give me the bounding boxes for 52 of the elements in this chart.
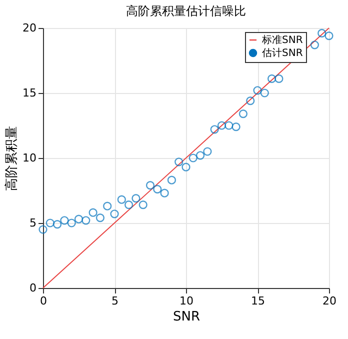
point — [224, 121, 234, 130]
point — [153, 184, 162, 194]
point — [260, 88, 269, 98]
point — [274, 74, 284, 83]
point — [167, 176, 176, 184]
point — [74, 214, 84, 224]
point — [138, 200, 148, 210]
x-tick-label: 5 — [112, 294, 118, 308]
point — [38, 225, 48, 234]
point — [82, 216, 90, 225]
legend-label: 估计SNR — [262, 47, 303, 59]
y-tick-label: 10 — [22, 152, 36, 164]
point — [146, 181, 155, 190]
point — [182, 162, 190, 172]
point — [196, 151, 205, 160]
x-tick-label: 15 — [251, 294, 265, 308]
point — [188, 154, 198, 162]
point — [217, 121, 226, 130]
point — [318, 28, 326, 38]
chart-title: 高阶累积量估计信噪比 — [126, 4, 246, 18]
point — [60, 216, 69, 225]
legend-label: 标准SNR — [261, 34, 303, 46]
point — [203, 147, 212, 156]
y-tick-label: 0 — [30, 282, 36, 294]
point — [160, 188, 169, 198]
point — [210, 125, 219, 134]
point — [267, 74, 276, 83]
point — [124, 200, 134, 210]
point — [52, 220, 62, 229]
point — [310, 40, 320, 50]
point — [103, 202, 112, 210]
point — [324, 32, 334, 40]
point — [232, 122, 240, 132]
y-tick-label: 5 — [30, 216, 36, 230]
y-tick-label: 20 — [22, 22, 36, 34]
point — [117, 195, 126, 204]
point — [88, 208, 98, 217]
y-tick-label: 15 — [22, 86, 36, 100]
point — [253, 86, 262, 95]
point — [238, 110, 248, 118]
point — [46, 218, 54, 228]
point — [96, 214, 105, 222]
point — [67, 218, 76, 228]
point — [246, 96, 255, 106]
x-tick-label: 20 — [322, 294, 336, 308]
x-axis-title: SNR — [172, 310, 200, 324]
x-tick-label: 0 — [40, 294, 47, 308]
y-axis-title: 高阶累积量 — [4, 126, 20, 191]
point — [110, 210, 119, 218]
x-tick-label: 10 — [180, 294, 194, 308]
point — [174, 158, 184, 166]
point — [132, 194, 140, 203]
